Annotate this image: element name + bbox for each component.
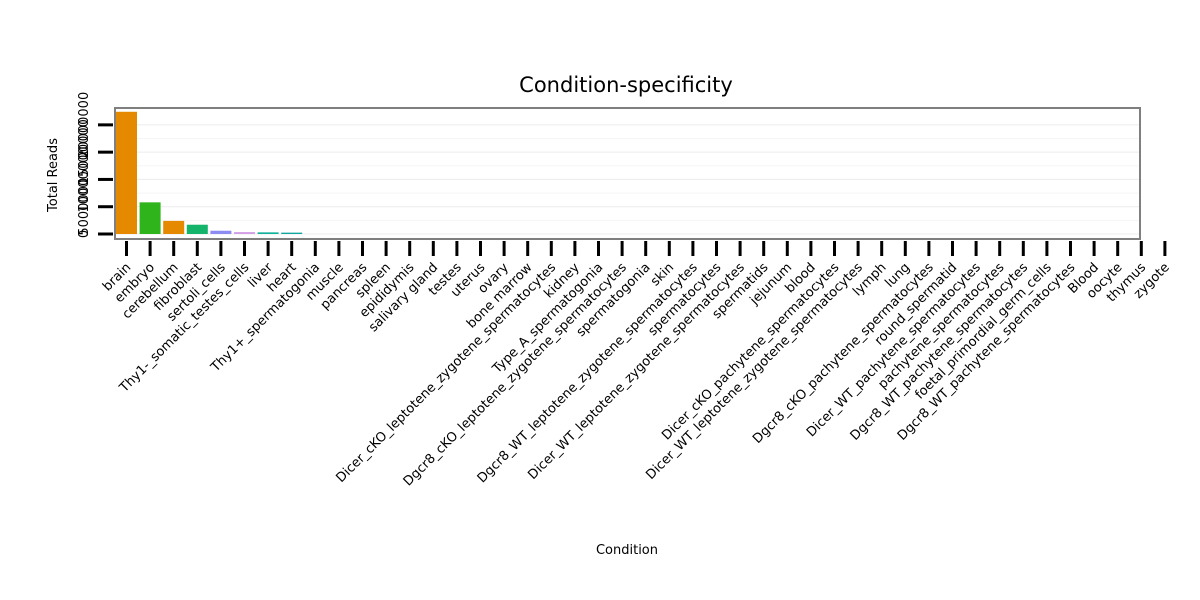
y-tick-label: 0: [77, 230, 92, 238]
bar: [186, 224, 208, 234]
x-axis-ticks: brainembryocerebellumfibroblastsertoli_c…: [100, 241, 1173, 489]
y-axis-label: Total Reads: [46, 138, 61, 213]
x-axis-label: Condition: [596, 543, 658, 558]
bar: [257, 232, 279, 234]
chart-title: Condition-specificity: [519, 73, 733, 97]
y-tick-label: 5000000: [77, 178, 92, 236]
grid-lines: [115, 124, 1140, 235]
y-tick-label: 20000000: [77, 92, 92, 158]
bar: [163, 220, 185, 234]
bar: [281, 232, 303, 234]
bar: [116, 111, 137, 234]
y-tick-label: 15000000: [77, 119, 92, 185]
bar: [139, 202, 161, 234]
plot-border: [114, 107, 1141, 240]
bar: [234, 232, 255, 234]
bars: [116, 111, 303, 234]
bar: [210, 230, 232, 234]
y-tick-label: 10000000: [77, 146, 92, 212]
